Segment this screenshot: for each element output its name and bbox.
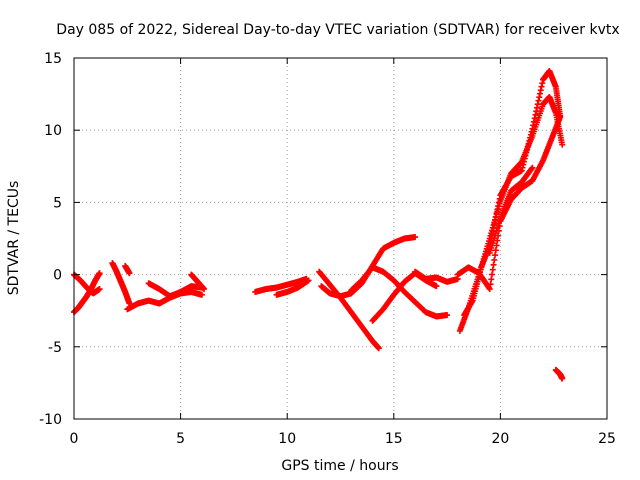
x-tick-label: 20 (491, 431, 509, 447)
x-tick-label: 5 (176, 431, 185, 447)
y-tick-label: -10 (39, 412, 62, 428)
y-axis-label: SDTVAR / TECUs (6, 181, 22, 296)
data-point (198, 291, 205, 298)
data-point (559, 375, 566, 382)
data-point (412, 234, 419, 241)
y-tick-label: 5 (53, 195, 62, 211)
x-tick-label: 15 (385, 431, 403, 447)
y-tick-label: 0 (53, 268, 62, 284)
y-tick-label: 10 (44, 123, 62, 139)
data-point (444, 312, 451, 319)
y-tick-label: -5 (48, 340, 62, 356)
chart-title: Day 085 of 2022, Sidereal Day-to-day VTE… (56, 22, 619, 38)
y-tick-label: 15 (44, 51, 62, 67)
x-tick-label: 25 (598, 431, 616, 447)
data-point (305, 277, 312, 284)
data-point (96, 270, 103, 277)
data-point (557, 114, 564, 121)
grid (74, 58, 607, 419)
data-point (201, 286, 208, 293)
data-point (96, 286, 103, 293)
data-points (71, 67, 566, 382)
data-point (126, 270, 133, 277)
x-tick-label: 0 (70, 431, 79, 447)
x-axis-label: GPS time / hours (281, 458, 398, 474)
data-point (559, 141, 566, 148)
x-tick-label: 10 (278, 431, 296, 447)
data-point (375, 345, 382, 352)
data-point (529, 164, 536, 171)
axis-ticks: 0 5 10 15 20 25 -10 -5 0 5 10 15 (39, 51, 616, 447)
data-point (433, 283, 440, 290)
plot-frame (73, 57, 608, 420)
